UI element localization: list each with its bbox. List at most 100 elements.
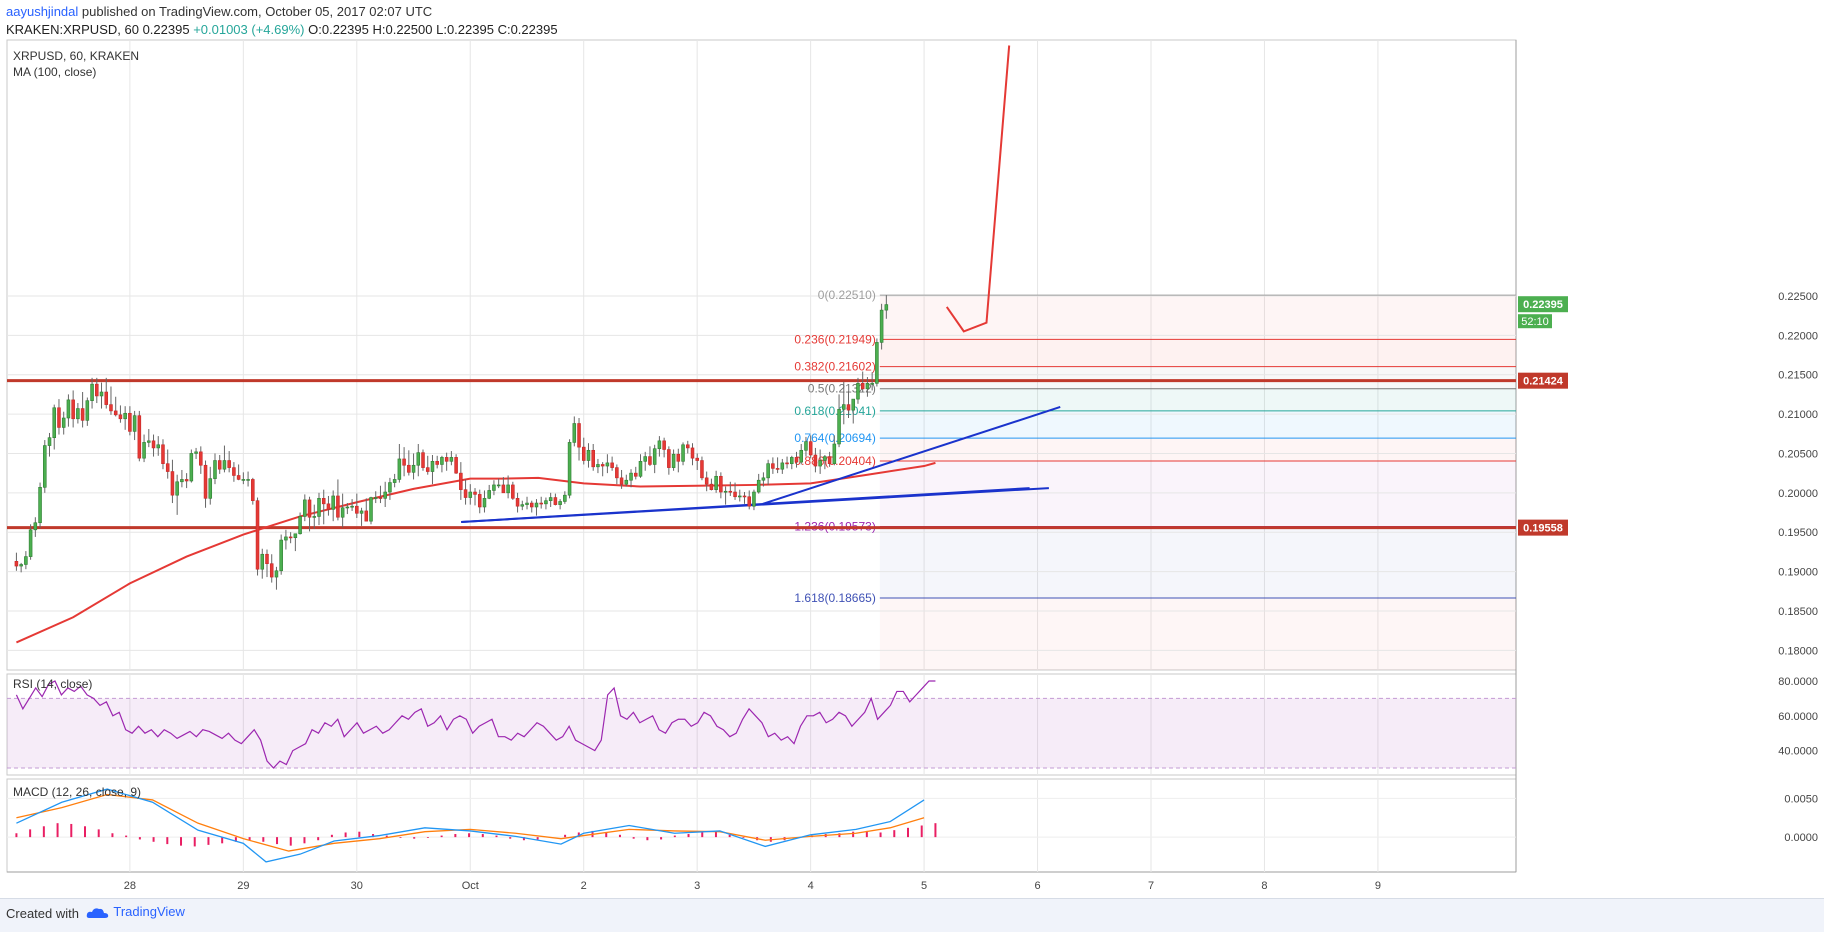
candle-body — [459, 472, 463, 490]
open-value: 0.22395 — [321, 22, 369, 37]
candle-body — [686, 444, 690, 449]
candle-body — [369, 497, 373, 522]
candle-body — [657, 440, 662, 450]
candle-body — [846, 404, 851, 411]
candle — [340, 493, 345, 528]
candle — [274, 566, 279, 590]
candle — [251, 477, 255, 505]
candle — [610, 456, 614, 471]
candle — [217, 455, 222, 474]
candle — [591, 443, 595, 471]
candle — [241, 472, 246, 485]
candle — [709, 478, 714, 491]
candle-body — [577, 423, 581, 448]
candle-body — [515, 498, 520, 507]
candle — [719, 472, 723, 499]
candle-body — [402, 458, 406, 466]
candle-body — [558, 501, 562, 505]
candle — [686, 440, 690, 454]
candle-body — [794, 457, 799, 463]
candle-body — [875, 342, 879, 384]
y-tick-label: 0.19000 — [1778, 567, 1818, 579]
x-tick-label: Oct — [462, 880, 479, 892]
tradingview-logo[interactable]: TradingView — [86, 904, 185, 920]
candle-body — [364, 510, 369, 522]
ma-legend: MA (100, close) — [13, 65, 96, 79]
candle-body — [213, 460, 217, 479]
candle — [515, 492, 520, 513]
fib-level-label: 0.5(0.21322) — [808, 382, 876, 396]
candle-body — [775, 468, 780, 470]
candle — [184, 473, 189, 489]
y-tick-label: 0.19500 — [1778, 527, 1818, 539]
candle-body — [298, 516, 302, 535]
candle-body — [265, 553, 269, 564]
candle — [411, 453, 416, 480]
candle — [388, 477, 392, 500]
candle — [723, 486, 728, 505]
candle — [279, 534, 283, 575]
candle-body — [785, 462, 789, 465]
candle-body — [336, 495, 340, 518]
candle — [856, 377, 860, 404]
candle — [113, 396, 118, 417]
candle-body — [284, 536, 288, 541]
candle — [199, 446, 203, 474]
candle-body — [690, 447, 695, 459]
candle-body — [123, 412, 127, 420]
candle — [265, 549, 269, 578]
symbol-label: KRAKEN:XRPUSD, 60 — [6, 22, 139, 37]
candle-body — [572, 423, 577, 443]
candle — [307, 496, 312, 532]
candle — [766, 459, 770, 485]
candle-body — [128, 412, 132, 432]
candle-body — [681, 444, 685, 462]
candle-body — [303, 499, 307, 517]
candle — [733, 482, 737, 500]
candle — [492, 480, 496, 496]
candle — [161, 439, 165, 470]
candle — [14, 552, 19, 571]
fib-zone — [879, 597, 1516, 670]
candle — [430, 455, 435, 485]
candle — [652, 444, 657, 474]
author-link[interactable]: aayushjindal — [6, 4, 79, 19]
candle — [633, 466, 638, 480]
candle — [799, 443, 804, 465]
candle — [260, 548, 265, 579]
candle-body — [118, 414, 123, 420]
rsi-band — [7, 698, 1516, 769]
candle-body — [317, 498, 321, 517]
candle — [813, 447, 818, 473]
rsi-y-tick-label: 60.0000 — [1778, 711, 1818, 723]
candle — [435, 455, 439, 469]
candle-body — [563, 494, 567, 502]
candle — [870, 372, 874, 391]
candle — [563, 491, 567, 504]
macd-line — [16, 788, 925, 863]
candle-body — [151, 440, 156, 449]
candle-body — [823, 456, 827, 461]
candle — [213, 453, 217, 485]
candle — [95, 377, 99, 404]
fib-zone — [879, 295, 1516, 340]
candle-body — [719, 475, 723, 493]
fib-zone — [879, 339, 1516, 367]
candle — [355, 493, 359, 519]
candle-body — [61, 417, 66, 428]
candle — [837, 394, 841, 448]
candle-body — [804, 441, 808, 451]
y-tick-label: 0.22000 — [1778, 330, 1818, 342]
candle — [24, 551, 28, 570]
candle — [392, 473, 397, 488]
last-price: 0.22395 — [142, 22, 190, 37]
last-price-tag — [1518, 296, 1568, 313]
candle-body — [340, 507, 345, 518]
candle-body — [652, 448, 657, 465]
candle — [123, 406, 127, 430]
candle-body — [529, 502, 534, 508]
candle-body — [615, 467, 619, 479]
candle — [425, 455, 430, 475]
candle-body — [175, 481, 179, 496]
